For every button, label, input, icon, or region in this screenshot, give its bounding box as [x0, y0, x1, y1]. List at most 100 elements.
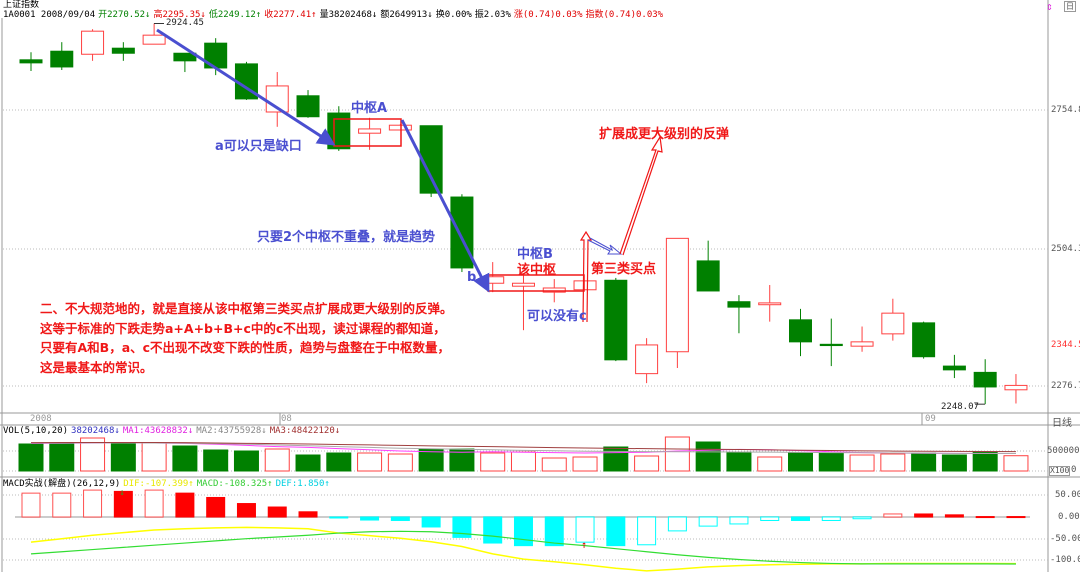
macd-bar	[483, 516, 503, 544]
volume-bar	[572, 456, 598, 472]
macd-bar	[113, 490, 133, 518]
quote-field: 换0.00%	[435, 10, 472, 20]
price-label: 2504.3	[1051, 244, 1080, 254]
volume-bar	[1003, 455, 1029, 472]
macd-bar	[83, 489, 103, 518]
scroll-arrows-icon[interactable]: ⇕	[1046, 0, 1053, 13]
volume-current: 38202468↓	[71, 426, 120, 436]
macd-bar	[544, 516, 564, 547]
volume-label: 0	[1071, 465, 1077, 475]
macd-bar	[975, 516, 995, 519]
volume-bar	[233, 450, 259, 472]
candle-body	[419, 125, 443, 194]
candle-body	[511, 282, 535, 287]
price-label-highlight: 2344.5	[1051, 340, 1080, 350]
volume-bar	[357, 452, 383, 472]
volume-bar	[880, 453, 906, 472]
macd-dea: MACD:-108.325↑	[196, 479, 273, 489]
macd-bar	[206, 496, 226, 518]
sell-signal-icon: ↑	[581, 540, 587, 551]
macd-bar	[175, 492, 195, 518]
volume-ma2: MA2:43755928↓	[196, 426, 267, 436]
macd-bar	[236, 503, 256, 518]
volume-bar	[726, 451, 752, 472]
high-marker: 2924.45	[166, 18, 204, 28]
volume-title: VOL(5,10,20)	[3, 426, 69, 436]
candle-body	[973, 371, 997, 388]
macd-bar	[637, 516, 657, 546]
volume-bar	[49, 442, 75, 472]
quote-field: 1A0001 2008/09/04	[3, 10, 96, 20]
quote-field: 量38202468↓	[319, 10, 378, 20]
volume-ma3-line	[30, 441, 1016, 453]
quote-field: 额2649913↓	[380, 10, 433, 20]
macd-bar	[729, 516, 749, 525]
candle-body	[81, 30, 105, 55]
macd-label: -50.00	[1050, 534, 1080, 544]
macd-bar	[852, 516, 872, 520]
commentary-paragraph: 二、不大规范地的，就是直接从该中枢第三类买点扩展成更大级别的反弹。 这等于标准的…	[40, 299, 453, 377]
volume-ma1: MA1:43628832↓	[122, 426, 194, 436]
macd-bar	[760, 516, 780, 521]
candle-body	[819, 343, 843, 347]
down-arrow-a	[156, 28, 336, 146]
quote-field: 收2277.41↑	[264, 10, 317, 20]
volume-bar	[757, 456, 783, 472]
low-marker: 2248.07	[941, 402, 979, 412]
macd-title: MACD实战(解盘)(26,12,9)	[3, 479, 121, 489]
macd-bar	[144, 489, 164, 518]
date-label: 08	[281, 414, 292, 424]
expand-label: 扩展成更大级别的反弹	[599, 127, 730, 142]
commentary-line: 只要有A和B，a、c不出现不改变下跌的性质，趋势与盘整在于中枢数量，	[40, 340, 451, 355]
commentary-line: 这等于标准的下跌走势a+A+b+B+c中的c不出现，读过课程的都知道，	[40, 320, 446, 336]
macd-bar	[360, 516, 380, 521]
candle-body	[111, 47, 135, 54]
macd-label: 50.00	[1055, 490, 1080, 500]
macd-bar	[452, 516, 472, 538]
volume-label: 500000	[1047, 446, 1080, 456]
candle-body	[758, 302, 782, 306]
volume-bar	[295, 454, 321, 472]
down-arrow-b	[400, 119, 490, 293]
period-button[interactable]: 日	[1064, 1, 1076, 12]
macd-dif: DIF:-107.399↑	[123, 479, 194, 489]
macd-bar	[914, 513, 934, 518]
volume-bar	[664, 436, 690, 472]
candle-body	[635, 344, 659, 375]
zhongshu-b-label: 中枢B	[517, 247, 553, 262]
no-c-label: 可以没有c	[527, 309, 587, 324]
volume-bar	[172, 445, 198, 472]
macd-def: DEF:1.850↑	[275, 479, 330, 489]
price-label: 2276.7	[1051, 381, 1080, 391]
candle-body	[942, 365, 966, 371]
a-gap-label: a可以只是缺口	[215, 139, 302, 154]
volume-ma2-line	[31, 442, 1016, 454]
candle-body	[296, 95, 320, 118]
date-label: 09	[925, 414, 936, 424]
volume-bar	[849, 454, 875, 472]
macd-bar	[267, 506, 287, 518]
volume-bar	[695, 441, 721, 472]
volume-bar	[387, 453, 413, 472]
macd-bar	[883, 513, 903, 518]
volume-bar	[788, 452, 813, 472]
macd-bar	[667, 516, 687, 532]
volume-bar	[141, 442, 167, 472]
macd-bar	[329, 516, 349, 519]
candle-body	[50, 50, 74, 68]
macd-label: -100.0	[1050, 555, 1080, 565]
macd-bar	[421, 516, 441, 528]
candle-body	[912, 322, 936, 358]
candle-body	[542, 287, 566, 293]
third-buy-label: 第三类买点	[591, 262, 657, 277]
candle-body	[450, 196, 474, 269]
security-title: 上证指数	[3, 0, 40, 10]
macd-bar	[791, 516, 810, 521]
candle-body	[1004, 384, 1028, 391]
trend-rule-label: 只要2个中枢不重叠，就是趋势	[257, 230, 436, 245]
macd-bar	[390, 516, 410, 521]
volume-header: VOL(5,10,20) 38202468↓ MA1:43628832↓ MA2:43…	[3, 426, 343, 436]
volume-bar	[541, 457, 567, 472]
period-label: 日线	[1052, 418, 1072, 429]
